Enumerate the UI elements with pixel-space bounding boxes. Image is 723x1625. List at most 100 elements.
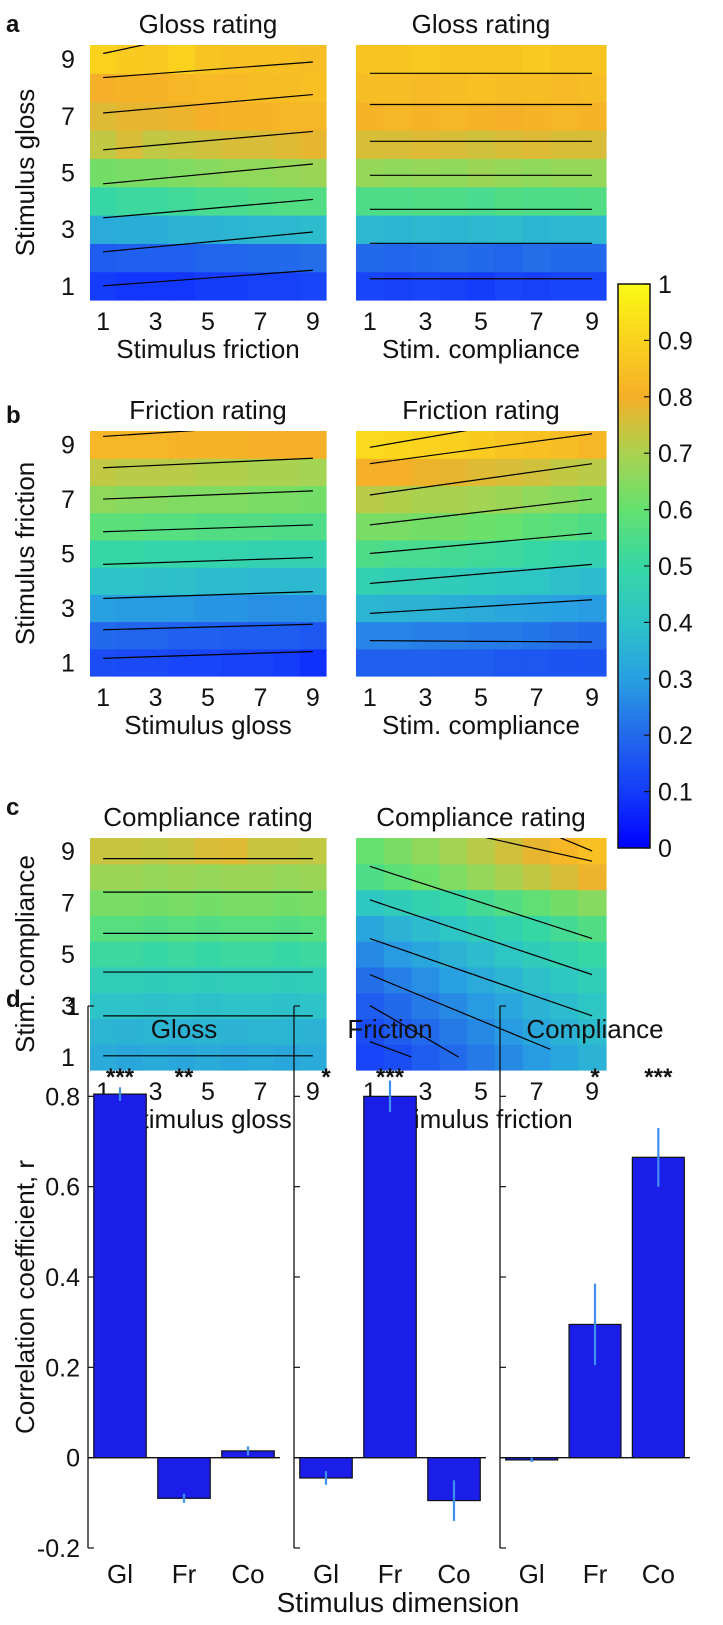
heatmap-cell [116,1018,144,1045]
contour-line [369,599,593,614]
heatmap-cell [90,863,117,891]
heatmap-cell [116,992,144,1020]
heatmap-cell [439,941,468,968]
heatmap-cell [116,621,144,650]
heatmap-cell [467,271,496,301]
heatmap-cell [356,915,385,942]
heatmap-cell [116,130,144,159]
heatmap-cell [467,45,496,74]
heatmap-cell [221,567,248,595]
heatmap-cell [383,863,413,891]
heatmap-cell [522,73,552,103]
contour-lines [369,838,593,1058]
heatmap-cell [578,621,607,650]
colorbar-tick-label: 0.1 [658,779,693,807]
heatmap-cell [90,215,117,244]
heatmap-cell [168,458,196,487]
heatmap-cell [383,243,413,273]
heatmap-cell [356,1044,385,1071]
heatmap-cell [439,243,468,273]
x-tick-label: 3 [149,308,163,336]
contour-line [103,623,313,631]
heatmap-cell [550,915,579,942]
heatmap-cell [194,215,222,244]
heatmap-cell [273,458,301,487]
heatmap-cell [467,992,496,1020]
heatmap-cell [383,889,413,916]
heatmap-cell [194,594,222,623]
heatmap-cell [90,45,117,74]
heatmap-cell [522,863,552,891]
heatmap-cell [90,915,117,942]
heatmap-cell [299,458,327,487]
bar [363,1095,417,1459]
heatmap-cell [90,1018,117,1045]
heatmap-cell [578,512,607,541]
heatmap-cell [522,594,552,623]
heatmap-cell [168,243,196,273]
heatmap-cell [494,621,524,650]
y-tick-label: 0.4 [45,1264,80,1292]
heatmap-cell [273,915,301,942]
x-tick-label: 7 [530,684,544,712]
heatmap-cell [411,1044,440,1071]
heatmap-cell [90,130,117,159]
heatmap-cell [221,458,248,487]
heatmap-cell [168,1044,196,1071]
x-tick-label: 5 [474,1078,488,1106]
panel-letter-d: d [6,986,21,1013]
heatmap-cell [247,271,275,301]
heatmap-cell [142,271,170,301]
heatmap-cell [578,158,607,188]
heatmap-title: Gloss rating [139,9,278,39]
heatmap-cell [194,485,222,514]
contour-line [485,838,593,862]
x-tick-label: 9 [585,1078,599,1106]
heatmap-cell [550,73,579,103]
heatmap-cell [439,863,468,891]
x-tick-label: 7 [253,1078,267,1106]
heatmap-cell [467,621,496,650]
heatmap-xlabel: Stimulus gloss [124,1104,292,1134]
x-tick-label: 3 [418,308,432,336]
heatmap-cell [299,567,327,595]
heatmap-cell [494,101,524,131]
contour-line [369,433,593,465]
heatmap-cell [522,512,552,541]
heatmap-cell [411,271,440,301]
heatmap-cell [116,101,144,131]
heatmap-cell [247,863,275,891]
heatmap-cell [221,485,248,514]
heatmap-cell [221,594,248,623]
heatmap-cell [142,158,170,188]
contour-line [103,457,313,469]
heatmap-cell [142,648,170,677]
heatmap-cell [116,889,144,916]
heatmap-cell [439,1018,468,1045]
heatmap-cell [578,838,607,865]
heatmap-ylabel: Stimulus gloss [10,89,40,257]
heatmap-cell [142,512,170,541]
heatmap-cell [273,941,301,968]
heatmap-cell [168,648,196,677]
heatmap-cell [194,567,222,595]
heatmap-cell [383,648,413,677]
y-tick-label: 3 [61,216,75,244]
heatmap-cell [439,992,468,1020]
heatmap-cell [90,243,117,273]
heatmap-cell [550,186,579,216]
heatmap-cell [90,889,117,916]
heatmap-cell [522,215,552,244]
heatmap-cell [168,863,196,891]
x-tick-label: 9 [585,308,599,336]
significance-marker: * [321,1064,331,1091]
heatmap-cell [578,539,607,568]
heatmap-cell [356,73,385,103]
heatmap-cell [550,1018,579,1045]
heatmap-cell [299,863,327,891]
contour-line [103,269,313,287]
heatmap-cell [494,243,524,273]
heatmap-cell [494,45,524,74]
